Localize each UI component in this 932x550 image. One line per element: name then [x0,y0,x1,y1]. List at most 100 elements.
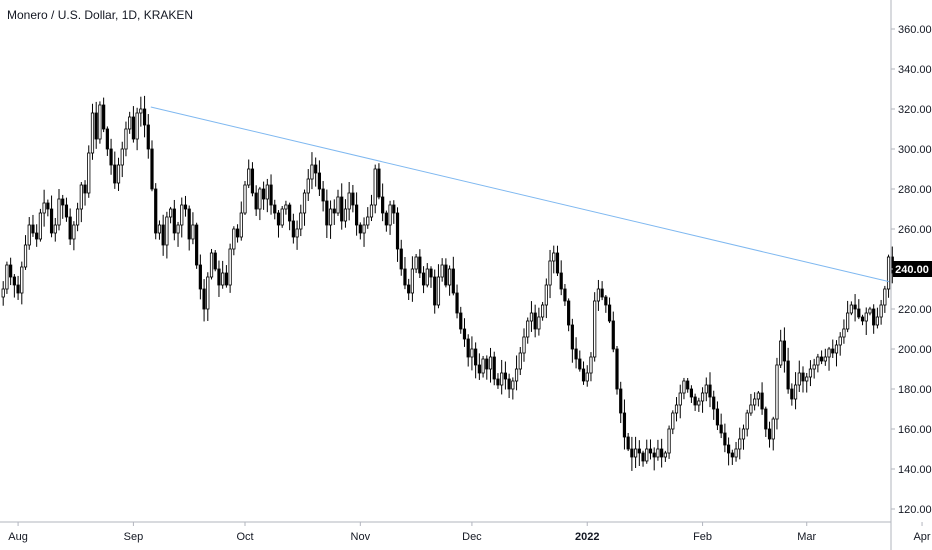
candle-body [1,288,5,298]
candle-body [481,358,485,374]
candle-body [90,112,95,154]
candle-body [805,376,809,382]
candle [280,206,284,228]
candle-body [172,208,176,234]
candle-body [46,202,50,210]
candle [541,301,545,321]
candle [753,392,757,411]
candle-body [626,436,630,450]
candle-body [875,316,880,326]
candle-body [801,372,805,382]
candle [206,272,210,321]
candle-body [820,356,824,362]
candle [578,350,582,372]
candle-body [604,296,608,306]
candle-body [518,352,522,370]
candle-body [195,224,199,266]
candle [366,207,370,229]
candle-body [533,312,537,330]
time-axis-label: Nov [351,531,371,543]
candle-body [421,272,426,286]
candle-body [738,438,742,450]
candle [433,269,437,314]
candle-body [730,452,734,458]
candle [693,393,697,411]
candle-body [555,252,560,274]
candle [771,416,775,451]
candle-body [299,212,303,230]
candle-body [708,384,712,398]
candle-body [567,300,571,326]
candle [593,292,597,362]
candle [317,160,322,196]
candle [180,197,184,238]
candle [555,245,560,277]
candle [128,111,132,134]
candle [258,186,262,221]
candle [518,346,522,376]
price-axis-label: 360.00 [898,24,932,36]
candle [224,265,228,288]
candle [585,365,589,387]
candle [834,340,839,367]
candle-body [529,312,534,322]
candle [790,383,794,406]
candle-body [209,252,214,278]
candle-body [615,348,619,390]
trendline[interactable] [150,106,890,283]
candle [682,377,686,400]
candle [656,439,660,461]
candle-body [879,304,883,318]
candle [72,221,76,251]
candle [686,378,690,393]
candle [756,390,760,407]
candle [102,97,106,133]
candle-body [637,448,641,454]
candle-body [224,272,228,286]
candle [284,200,288,215]
candle [786,347,790,394]
candle-body [619,388,623,414]
candle-body [168,208,173,218]
candle [105,126,109,156]
candle-body [366,216,370,226]
candle [83,180,87,206]
candle [500,359,504,395]
candle-body [537,316,541,330]
candle-body [418,256,422,274]
candle [381,183,385,222]
candle-body [451,268,455,294]
candle-body [782,340,787,362]
candle [574,337,578,369]
candle [403,257,407,290]
candle [782,327,787,373]
candle [239,201,243,241]
candle [12,274,16,298]
time-axis-label: Mar [797,531,816,543]
candle-body [607,304,612,322]
candle-body [202,288,206,310]
candle-body [265,184,269,200]
candle-body [500,372,504,386]
candle-body [641,452,645,462]
candle [90,103,95,160]
candle [425,263,429,288]
candle [250,162,255,197]
candle [812,358,816,379]
time-axis[interactable]: Aug Sep Oct Nov Dec 2022 Feb Mar Apr [8,522,931,543]
candle-body [369,204,374,218]
candle [745,409,749,437]
candle [31,214,35,237]
candle [704,377,708,402]
candle-body [663,452,667,458]
price-axis-label: 260.00 [898,224,932,236]
candle [269,174,273,215]
candle-body [336,196,340,214]
candle [358,222,362,240]
candle [288,202,292,231]
candle [615,345,619,395]
candle-body [734,448,738,458]
candle-body [76,208,80,226]
candle-body [671,412,675,430]
